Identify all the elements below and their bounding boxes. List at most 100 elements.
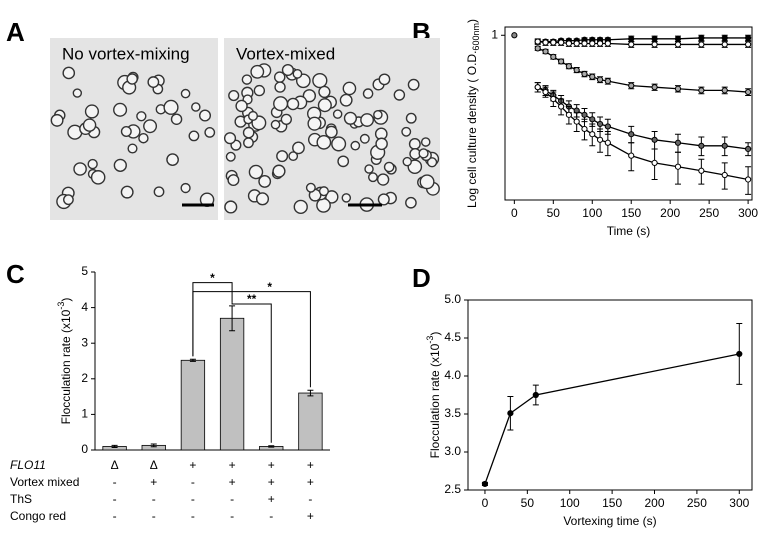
- marker: [651, 84, 658, 91]
- table-cell: -: [230, 509, 234, 523]
- significance-label: *: [210, 271, 215, 285]
- marker: [604, 40, 611, 47]
- cell: [375, 137, 388, 151]
- y-tick-label: 2.5: [444, 482, 461, 496]
- marker: [534, 84, 541, 91]
- cell: [408, 137, 421, 150]
- cell: [426, 157, 438, 168]
- marker: [745, 176, 752, 183]
- y-tick-label: 4: [81, 300, 88, 314]
- cell: [147, 76, 160, 88]
- table-row-label: FLO11: [10, 458, 46, 472]
- marker: [573, 40, 580, 47]
- x-tick-label: 250: [687, 496, 707, 510]
- cell: [343, 111, 358, 125]
- marker: [565, 111, 572, 118]
- cell: [84, 104, 99, 119]
- cell: [342, 81, 357, 96]
- cell: [383, 161, 395, 173]
- marker: [736, 350, 743, 358]
- cell: [170, 113, 183, 125]
- table-cell: +: [268, 475, 275, 489]
- x-tick-label: 300: [729, 496, 749, 510]
- cell: [325, 125, 338, 139]
- cell: [292, 68, 303, 79]
- cell: [136, 111, 147, 122]
- cell: [360, 113, 375, 127]
- table-cell: -: [191, 475, 195, 489]
- table-cell: +: [307, 475, 314, 489]
- cell: [273, 96, 289, 112]
- table-cell: -: [269, 509, 273, 523]
- marker: [589, 116, 596, 123]
- cell: [247, 110, 258, 121]
- x-tick-label: 100: [560, 496, 580, 510]
- error-bar: [189, 358, 196, 362]
- y-axis-label: Flocculation rate (x10-3): [425, 332, 442, 459]
- series-line: [484, 353, 740, 485]
- cell: [82, 118, 97, 132]
- panel-label: D: [412, 263, 431, 293]
- cell: [63, 194, 74, 206]
- panel-label: C: [6, 259, 25, 289]
- y-tick-label: 1: [81, 407, 88, 421]
- cell: [235, 99, 248, 113]
- marker: [604, 77, 611, 85]
- series-line: [537, 47, 749, 93]
- cell: [198, 109, 212, 122]
- marker: [542, 39, 549, 46]
- table-cell: Δ: [111, 458, 119, 472]
- bar: [219, 317, 245, 451]
- cell: [113, 158, 127, 172]
- cell: [368, 172, 378, 183]
- y-axis-label-sup: -3: [56, 302, 66, 310]
- table-cell: +: [229, 458, 236, 472]
- cell: [127, 143, 138, 154]
- cell: [281, 63, 294, 77]
- error-bar: [150, 443, 157, 448]
- table-cell: +: [268, 458, 275, 472]
- series-line: [537, 40, 749, 46]
- cell: [72, 88, 83, 98]
- table-cell: -: [113, 509, 117, 523]
- cell: [188, 130, 200, 142]
- y-axis-label-part: ): [59, 298, 73, 302]
- y-tick-label: 5: [81, 264, 88, 278]
- cell: [286, 97, 300, 111]
- bar: [298, 392, 323, 451]
- cell: [248, 164, 264, 180]
- image-caption: Vortex-mixed: [236, 44, 335, 63]
- x-tick-label: 200: [660, 206, 680, 220]
- cell: [90, 170, 106, 185]
- marker: [550, 95, 557, 103]
- cell: [420, 137, 431, 147]
- series-line: [537, 37, 749, 43]
- significance-bracket: [231, 302, 272, 443]
- table-row-label: Vortex mixed: [10, 475, 79, 489]
- error-bar: [307, 389, 314, 397]
- x-tick-label: 100: [582, 206, 602, 220]
- cell: [224, 200, 238, 214]
- y-axis-label-part: ): [428, 332, 442, 336]
- marker: [745, 88, 752, 96]
- marker: [542, 48, 549, 55]
- cell: [163, 99, 179, 115]
- table-cell: -: [152, 509, 156, 523]
- marker: [674, 139, 682, 146]
- y-axis-label: Log cell culture density ( O.D.600nm): [465, 19, 481, 208]
- marker: [596, 76, 604, 83]
- y-tick-label: 3.0: [444, 444, 461, 458]
- x-axis-label: Vortexing time (s): [563, 514, 656, 528]
- cell: [332, 109, 343, 119]
- marker: [721, 171, 728, 179]
- y-tick-label: 5.0: [444, 292, 461, 306]
- marker: [550, 39, 557, 46]
- cell: [120, 185, 134, 199]
- marker: [628, 41, 635, 48]
- marker: [628, 35, 635, 42]
- table-cell: +: [229, 475, 236, 489]
- table-cell: +: [150, 475, 157, 489]
- marker: [565, 40, 572, 47]
- y-axis-label-part: Flocculation rate (x10: [59, 309, 73, 424]
